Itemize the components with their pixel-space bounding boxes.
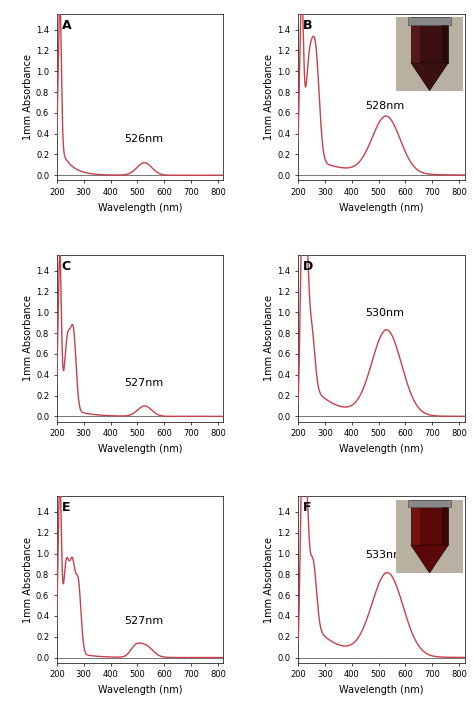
Text: 528nm: 528nm xyxy=(365,101,404,111)
Text: C: C xyxy=(62,260,71,274)
Text: 527nm: 527nm xyxy=(124,379,163,388)
Y-axis label: 1mm Absorbance: 1mm Absorbance xyxy=(264,537,274,623)
X-axis label: Wavelength (nm): Wavelength (nm) xyxy=(339,685,424,695)
Text: 527nm: 527nm xyxy=(124,616,163,626)
Y-axis label: 1mm Absorbance: 1mm Absorbance xyxy=(23,537,33,623)
Y-axis label: 1mm Absorbance: 1mm Absorbance xyxy=(264,54,274,140)
Text: 533nm: 533nm xyxy=(365,550,404,560)
Y-axis label: 1mm Absorbance: 1mm Absorbance xyxy=(264,295,274,381)
X-axis label: Wavelength (nm): Wavelength (nm) xyxy=(98,443,182,454)
Text: B: B xyxy=(303,19,313,32)
Text: A: A xyxy=(62,19,72,32)
Y-axis label: 1mm Absorbance: 1mm Absorbance xyxy=(23,295,33,381)
Text: D: D xyxy=(303,260,313,274)
Text: 530nm: 530nm xyxy=(365,309,404,319)
X-axis label: Wavelength (nm): Wavelength (nm) xyxy=(339,443,424,454)
X-axis label: Wavelength (nm): Wavelength (nm) xyxy=(98,685,182,695)
X-axis label: Wavelength (nm): Wavelength (nm) xyxy=(339,202,424,213)
Text: F: F xyxy=(303,501,311,515)
Text: E: E xyxy=(62,501,70,515)
Text: 526nm: 526nm xyxy=(124,134,163,144)
Y-axis label: 1mm Absorbance: 1mm Absorbance xyxy=(23,54,33,140)
X-axis label: Wavelength (nm): Wavelength (nm) xyxy=(98,202,182,213)
